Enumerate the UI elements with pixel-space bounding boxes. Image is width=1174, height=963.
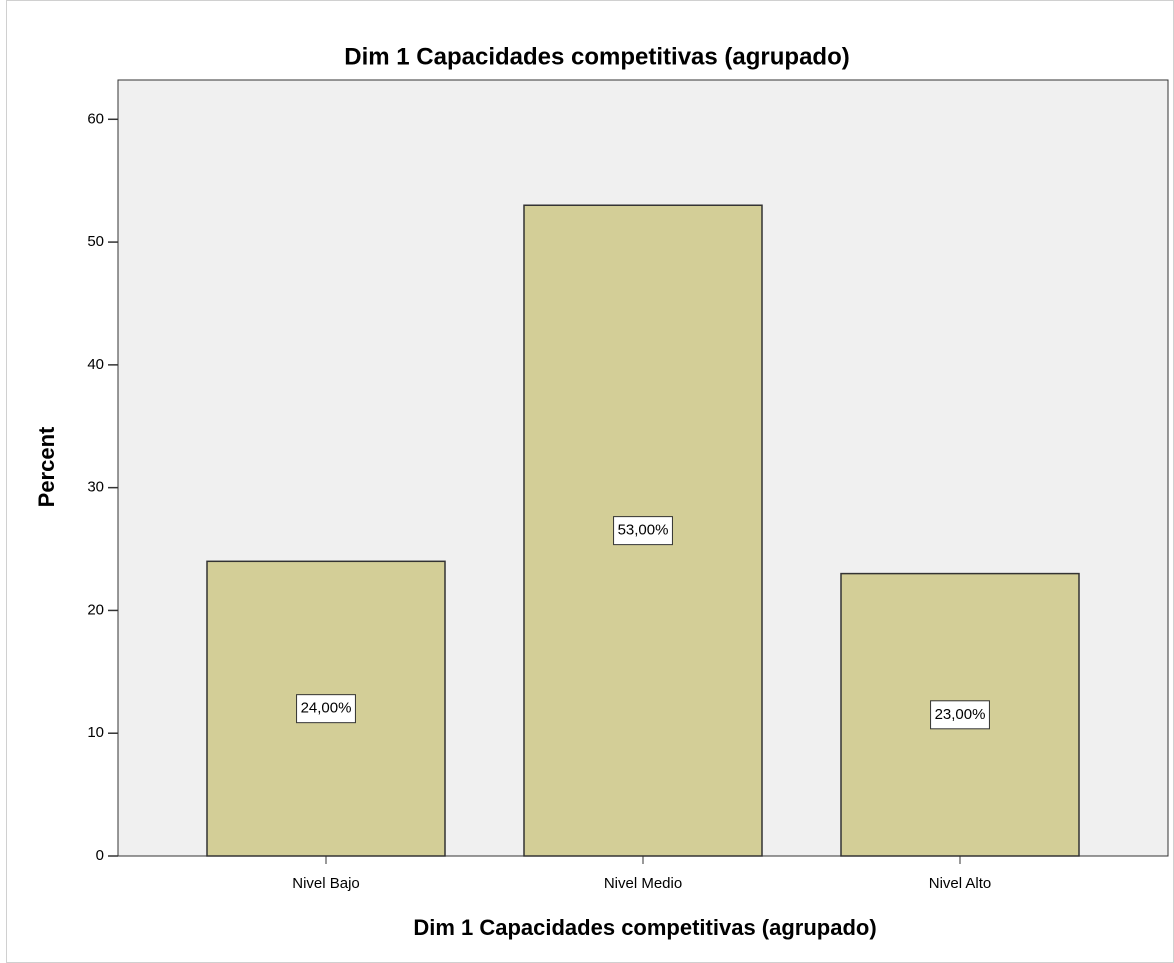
data-label: 53,00% xyxy=(618,522,669,539)
x-axis-label: Dim 1 Capacidades competitivas (agrupado… xyxy=(413,915,876,940)
data-label: 24,00% xyxy=(301,700,352,717)
y-tick-label: 0 xyxy=(96,847,104,864)
y-tick-label: 50 xyxy=(87,233,104,250)
y-tick-label: 60 xyxy=(87,110,104,127)
data-label-box xyxy=(613,516,673,546)
y-axis-label: Percent xyxy=(34,426,59,507)
data-label-box xyxy=(296,694,356,724)
y-tick-label: 10 xyxy=(87,724,104,741)
x-tick-label: Nivel Alto xyxy=(929,875,992,892)
y-tick-label: 30 xyxy=(87,479,104,496)
data-label-box xyxy=(930,700,990,730)
chart-title: Dim 1 Capacidades competitivas (agrupado… xyxy=(344,43,849,70)
x-tick-label: Nivel Bajo xyxy=(292,875,360,892)
data-label: 23,00% xyxy=(935,706,986,723)
x-tick-label: Nivel Medio xyxy=(604,875,682,892)
y-tick-label: 40 xyxy=(87,356,104,373)
y-tick-label: 20 xyxy=(87,601,104,618)
